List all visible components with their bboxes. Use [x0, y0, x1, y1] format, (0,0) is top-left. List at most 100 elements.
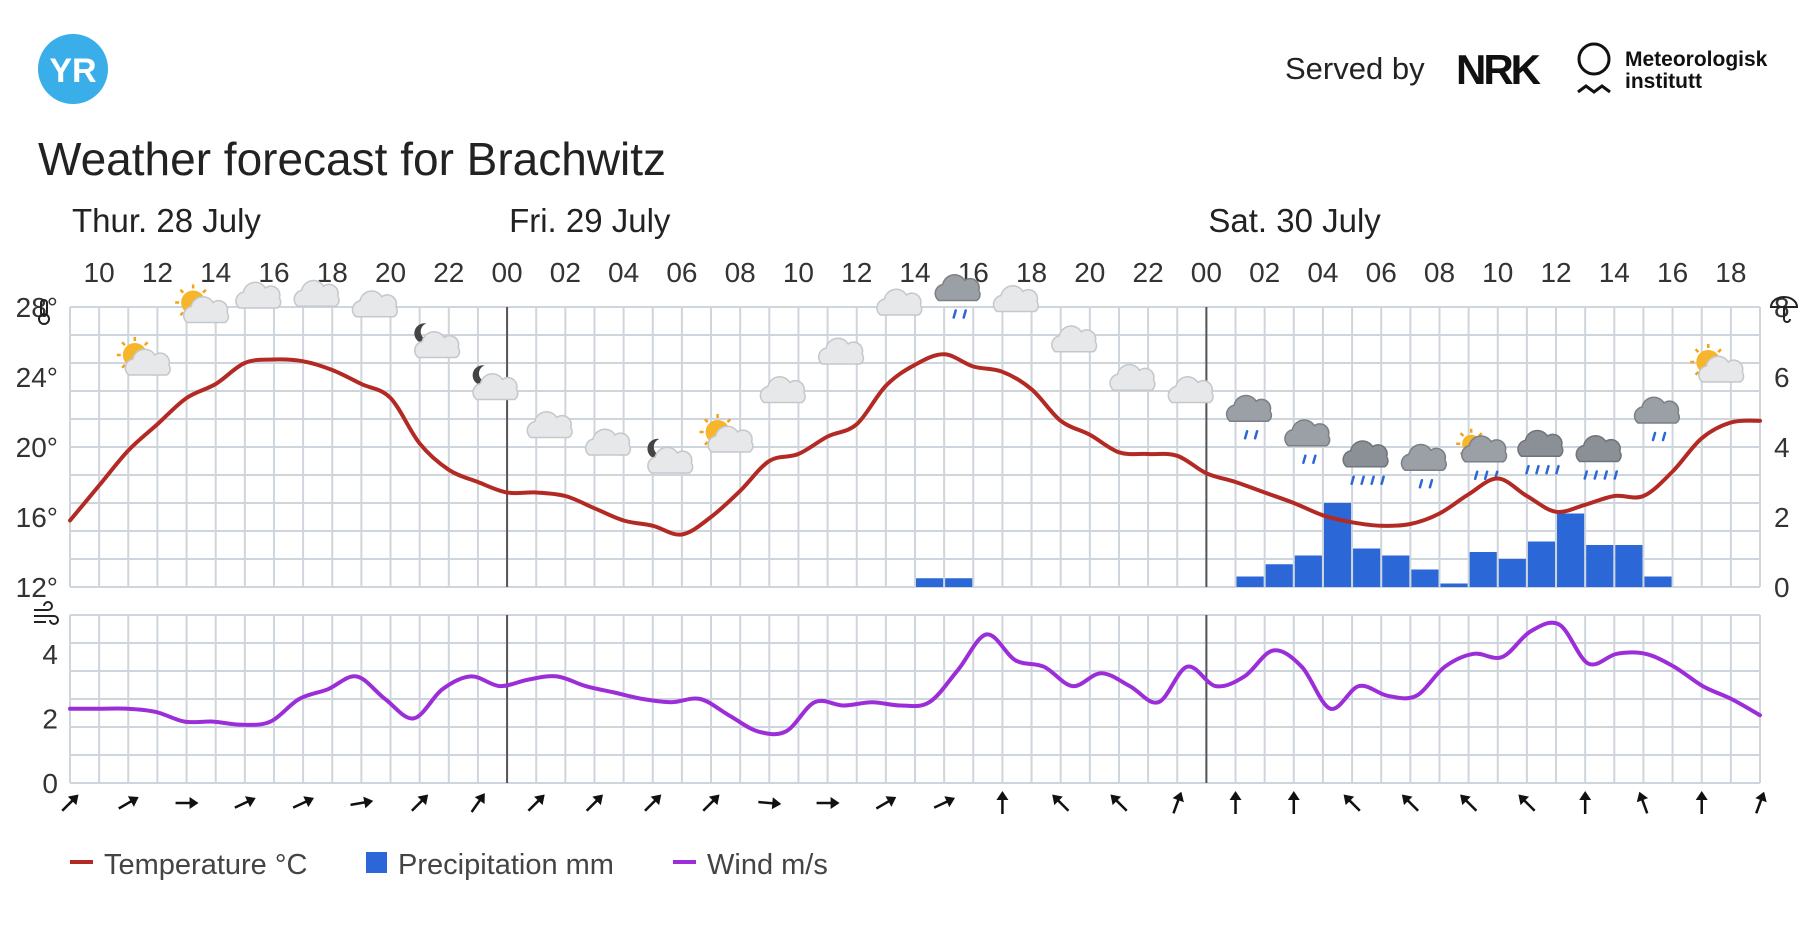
wind-arrow-icon [816, 797, 840, 809]
cloud-icon [1109, 363, 1156, 391]
precipitation-tick-label: 2 [1774, 502, 1790, 533]
hour-label: 08 [1424, 257, 1455, 288]
hour-label: 22 [433, 257, 464, 288]
partly-cloudy-night-icon [472, 365, 519, 401]
rain-drop [1350, 475, 1355, 485]
cloud-shape [876, 288, 923, 316]
wind-arrow-head [771, 797, 782, 810]
hour-label: 06 [1366, 257, 1397, 288]
precipitation-bar [1586, 545, 1614, 587]
legend-temperature-label: Temperature °C [104, 849, 307, 881]
rain-drop [1428, 479, 1434, 489]
legend-wind-swatch [673, 860, 696, 864]
wind-arrow-icon [1460, 794, 1478, 812]
cloud-shape [584, 428, 632, 456]
wind-arrow-icon [585, 794, 603, 812]
hour-label: 16 [258, 257, 289, 288]
precipitation-tick-label: 6 [1774, 362, 1790, 393]
precipitation-bars [916, 503, 1672, 587]
rain-cloud-heavy-icon [1575, 435, 1622, 480]
cloud-shape [759, 376, 806, 404]
rain-cloud-icon [1633, 396, 1681, 442]
wind-arrow-icon [292, 796, 314, 809]
cloud-shape [1225, 394, 1273, 422]
sun-ray [1717, 348, 1722, 353]
sun-ray [179, 311, 185, 317]
wind-arrow-icon [875, 796, 897, 810]
wind-arrow-head [245, 796, 256, 808]
sun-ray [143, 341, 149, 346]
precipitation-bar [1411, 569, 1439, 587]
wind-arrow-head [1755, 791, 1767, 803]
wind-arrow-icon [1401, 794, 1420, 812]
sun-ray [202, 288, 207, 294]
wind-arrow-head [944, 796, 956, 808]
wind-arrow-icon [118, 796, 139, 810]
wind-arrow-icon [470, 793, 485, 813]
sun-ray [121, 364, 126, 369]
cloud-icon [759, 376, 806, 404]
precipitation-tick-label: 0 [1774, 572, 1790, 603]
legend-temperature-swatch [70, 860, 93, 864]
cloud-shape [293, 279, 340, 307]
cloud-shape [235, 281, 282, 309]
precipitation-bar [1498, 559, 1526, 587]
cloud-shape [1400, 443, 1447, 471]
hour-label: 16 [1657, 257, 1688, 288]
sun-ray [1694, 371, 1700, 376]
cloud-shape [472, 373, 519, 401]
precipitation-bar [1265, 564, 1293, 587]
precipitation-bar [1557, 513, 1585, 587]
hour-label: 18 [1016, 257, 1047, 288]
wind-arrow-head [1401, 794, 1413, 806]
cloud-icon [351, 290, 398, 318]
sun-ray [703, 441, 709, 446]
cloud-shape [1633, 396, 1681, 424]
nrk-logo[interactable]: NRK [1456, 46, 1544, 93]
precipitation-bar [1294, 555, 1322, 587]
rain-drop [1593, 470, 1598, 480]
rain-drop [1243, 430, 1249, 440]
partly-sunny-icon [1690, 344, 1745, 383]
cloud-shape [1109, 363, 1156, 391]
wind-arrow-head [885, 796, 897, 807]
hour-label: 10 [84, 257, 115, 288]
rain-drop [1545, 465, 1550, 475]
precipitation-bar [1440, 583, 1468, 587]
rain-cloud-icon [1225, 394, 1273, 440]
wind-arrow-head [1460, 794, 1471, 806]
precipitation-bar [1644, 576, 1672, 587]
wind-arrow-head [996, 791, 1009, 800]
wind-arrow-head [534, 794, 545, 806]
cloud-shape [182, 296, 230, 324]
partly-sunny-icon [116, 337, 171, 376]
hour-label: 20 [375, 257, 406, 288]
met-institute-logo[interactable]: Meteorologisk institutt [1577, 42, 1768, 94]
cloud-shape [1460, 435, 1508, 463]
yr-logo[interactable]: YR [38, 34, 108, 104]
temperature-tick-label: 24° [16, 362, 58, 393]
rain-cloud-heavy-icon [1342, 440, 1389, 485]
rain-drop [1525, 465, 1530, 475]
yr-logo-text: YR [49, 52, 96, 90]
wind-arrow-icon [175, 797, 199, 809]
wind-icon [34, 601, 59, 625]
temperature-line [68, 352, 1762, 537]
hour-label: 12 [841, 257, 872, 288]
day-label: Sat. 30 July [1208, 202, 1381, 239]
wind-arrow-head [417, 794, 429, 806]
rain-drop [1418, 479, 1424, 489]
wind-arrow-icon [61, 794, 79, 812]
rain-drop [1555, 465, 1560, 475]
day-labels: Thur. 28 July Fri. 29 July Sat. 30 July [72, 202, 1381, 239]
hour-labels: 10 12 14 16 18 20 22 00 02 04 06 08 10 12 14 16 18 20 22 00… [84, 257, 1747, 288]
cloud-shape [817, 337, 865, 365]
hour-label: 14 [1599, 257, 1630, 288]
temperature-tick-label: 12° [16, 572, 58, 603]
cloud-icon [876, 288, 923, 316]
met-logo-line1: Meteorologisk [1625, 48, 1768, 71]
rain-drop [1661, 431, 1667, 442]
moon-shape [647, 438, 666, 459]
wind-arrow-icon [410, 794, 429, 812]
wind-arrow-icon [1052, 794, 1070, 812]
